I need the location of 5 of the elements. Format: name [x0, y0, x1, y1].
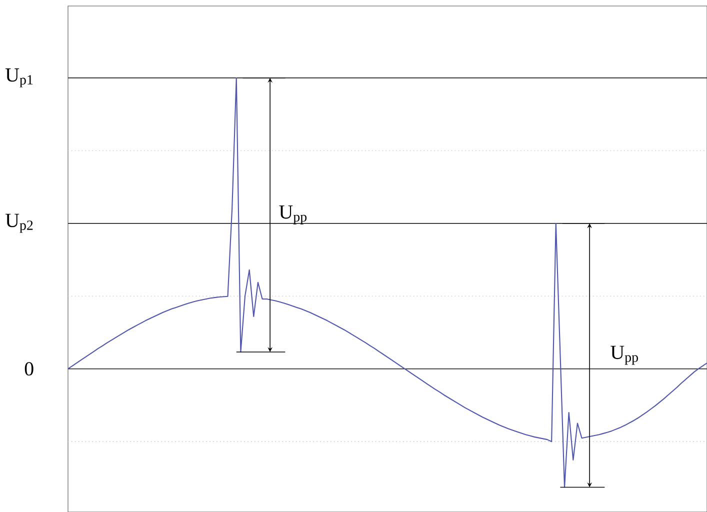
ref-line-label: U$_{p1}$: [5, 68, 33, 88]
annotation: U$_{pp}$: [610, 346, 638, 365]
ref-line-label: 0: [24, 362, 34, 376]
annotation: U$_{pp}$: [279, 205, 307, 224]
ref-line-label: U$_{p2}$: [5, 214, 33, 233]
